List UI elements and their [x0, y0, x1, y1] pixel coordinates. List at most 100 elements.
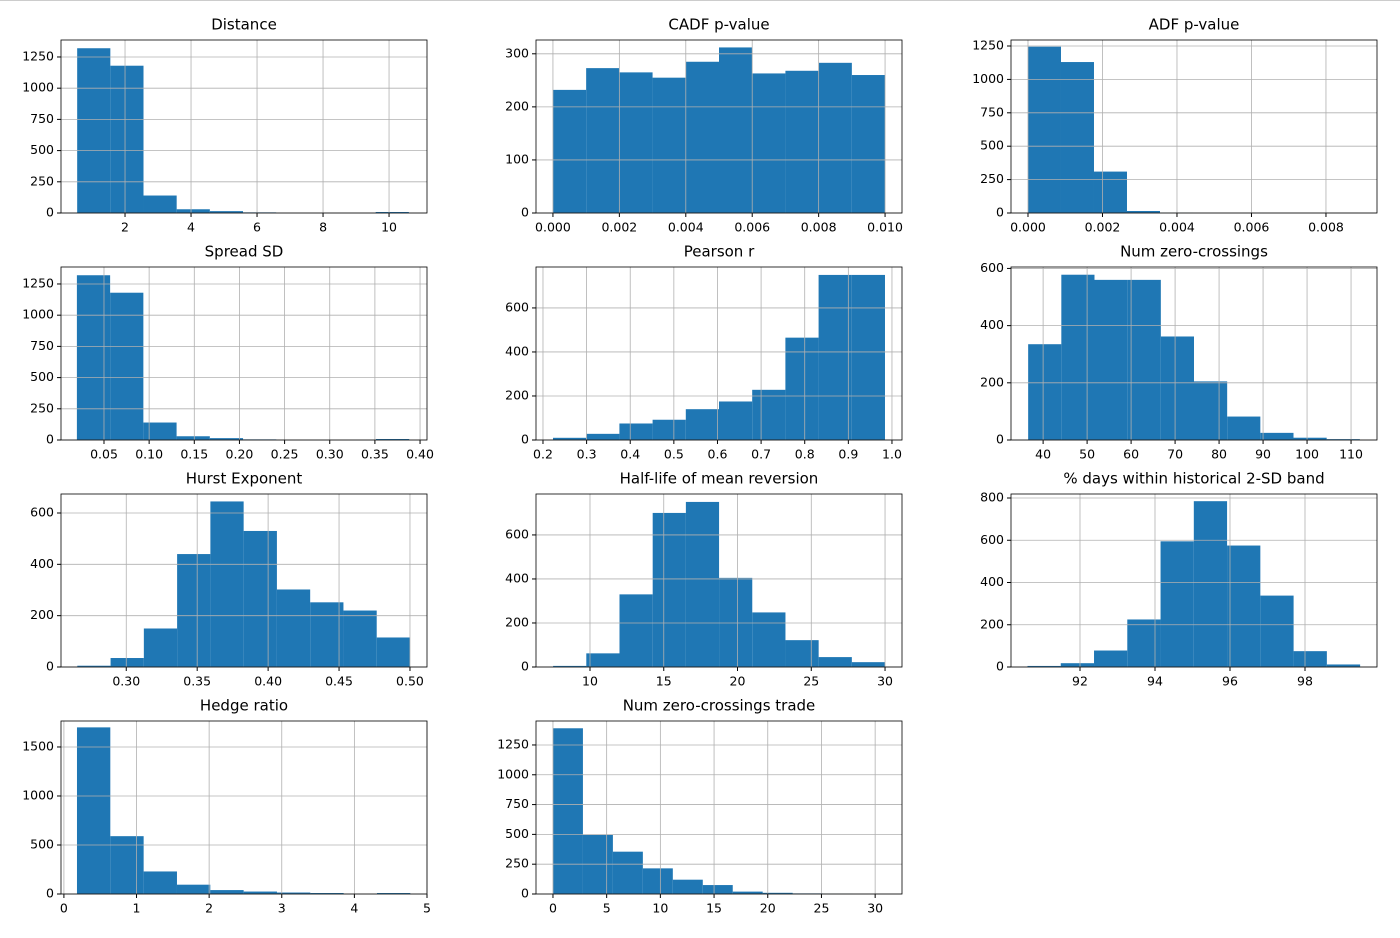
x-tick-label: 40 [1035, 447, 1051, 462]
bar [110, 292, 144, 440]
bar [719, 47, 753, 214]
bar [818, 274, 852, 440]
bar [343, 610, 377, 667]
bar [685, 61, 719, 214]
y-tick-label: 1000 [972, 71, 1004, 86]
axes-frame [1010, 493, 1378, 668]
x-tick-label: 0.10 [135, 447, 163, 462]
y-tick-label: 0 [46, 659, 54, 674]
bar [553, 437, 587, 440]
bar [762, 892, 793, 894]
bar [1060, 62, 1094, 213]
y-tick-label: 0 [521, 432, 529, 447]
subplot-title: CADF p-value [668, 16, 769, 34]
x-tick-label: 8 [319, 220, 327, 235]
y-tick-label: 800 [980, 490, 1004, 505]
bar [1094, 279, 1128, 440]
x-tick-label: 10 [582, 674, 598, 689]
bar [1326, 664, 1361, 667]
subplot: ADF p-value 0.000 0.002 0.004 0.006 0.008 0 250… [972, 16, 1378, 235]
x-tick-label: 0.004 [1159, 220, 1195, 235]
bar [276, 892, 311, 894]
x-tick-label: 60 [1123, 447, 1139, 462]
x-tick-label: 15 [706, 901, 722, 916]
y-tick-label: 1500 [22, 738, 54, 753]
subplot: Distance 2 4 6 8 10 0 250 500 750 1000 1250 [22, 16, 428, 235]
y-tick-label: 1000 [497, 766, 529, 781]
bar [243, 891, 277, 894]
subplot: Hedge ratio 0 1 2 3 4 5 0 500 1000 1500 [22, 697, 431, 916]
x-tick-label: 0.3 [577, 447, 597, 462]
x-tick-label: 0.9 [838, 447, 858, 462]
bar [586, 653, 620, 667]
x-tick-label: 0.7 [751, 447, 771, 462]
x-tick-label: 0.002 [601, 220, 637, 235]
y-tick-label: 1250 [972, 38, 1004, 53]
subplot: % days within historical 2-SD band 92 94 96… [980, 470, 1378, 689]
bar [1094, 650, 1128, 667]
subplot-title: Pearson r [684, 243, 755, 261]
y-tick-label: 500 [30, 836, 54, 851]
bar [1260, 432, 1294, 440]
bar [1060, 663, 1095, 667]
bar [851, 662, 886, 667]
y-tick-label: 1250 [22, 48, 54, 63]
x-tick-label: 0.2 [533, 447, 553, 462]
bar [376, 893, 411, 894]
subplot: Num zero-crossings trade 0 5 10 15 20 25 30 0 250… [497, 697, 903, 916]
y-tick-label: 0 [996, 659, 1004, 674]
y-tick-label: 200 [505, 98, 529, 113]
bar [1126, 210, 1160, 213]
x-tick-label: 1.0 [882, 447, 902, 462]
x-tick-label: 20 [760, 901, 776, 916]
x-tick-label: 2 [121, 220, 129, 235]
axes-frame [535, 266, 903, 441]
subplot: CADF p-value 0.000 0.002 0.004 0.006 0.008 0.0… [505, 16, 903, 235]
bar [1160, 336, 1194, 440]
bar [619, 594, 653, 667]
subplot: Pearson r 0.2 0.3 0.4 0.5 0.6 0.7 0.8 0.9 1.0 0 200… [505, 243, 903, 462]
y-tick-label: 200 [980, 616, 1004, 631]
y-tick-label: 750 [30, 111, 54, 126]
y-tick-label: 200 [505, 387, 529, 402]
x-tick-label: 6 [253, 220, 261, 235]
bar [375, 212, 409, 213]
x-tick-label: 100 [1295, 447, 1319, 462]
y-tick-label: 750 [505, 796, 529, 811]
x-tick-label: 20 [730, 674, 746, 689]
bar [818, 62, 852, 214]
bar [375, 439, 410, 440]
y-tick-label: 0 [521, 205, 529, 220]
bar [619, 72, 653, 214]
subplot-title: ADF p-value [1149, 16, 1240, 34]
y-tick-label: 250 [505, 856, 529, 871]
x-tick-label: 0.002 [1085, 220, 1121, 235]
bar [642, 868, 673, 894]
bar [210, 890, 244, 894]
y-tick-label: 0 [521, 886, 529, 901]
x-tick-label: 98 [1297, 674, 1313, 689]
bar [785, 337, 819, 440]
bar [76, 275, 111, 440]
bar [76, 727, 111, 894]
bar [1127, 279, 1161, 440]
y-tick-label: 600 [980, 532, 1004, 547]
bar [1061, 274, 1095, 440]
x-tick-label: 5 [603, 901, 611, 916]
bar [619, 423, 653, 440]
bar [143, 422, 177, 440]
y-tick-label: 1250 [497, 736, 529, 751]
subplot-title: Num zero-crossings [1120, 243, 1268, 261]
y-tick-label: 600 [980, 260, 1004, 275]
x-tick-label: 0.004 [668, 220, 704, 235]
bar [1027, 46, 1061, 213]
bar [1027, 665, 1061, 667]
x-tick-label: 90 [1255, 447, 1271, 462]
y-tick-label: 200 [30, 607, 54, 622]
bar [702, 885, 733, 894]
y-tick-label: 600 [505, 299, 529, 314]
y-tick-label: 1000 [22, 80, 54, 95]
x-tick-label: 10 [381, 220, 397, 235]
x-tick-label: 0.000 [1010, 220, 1046, 235]
